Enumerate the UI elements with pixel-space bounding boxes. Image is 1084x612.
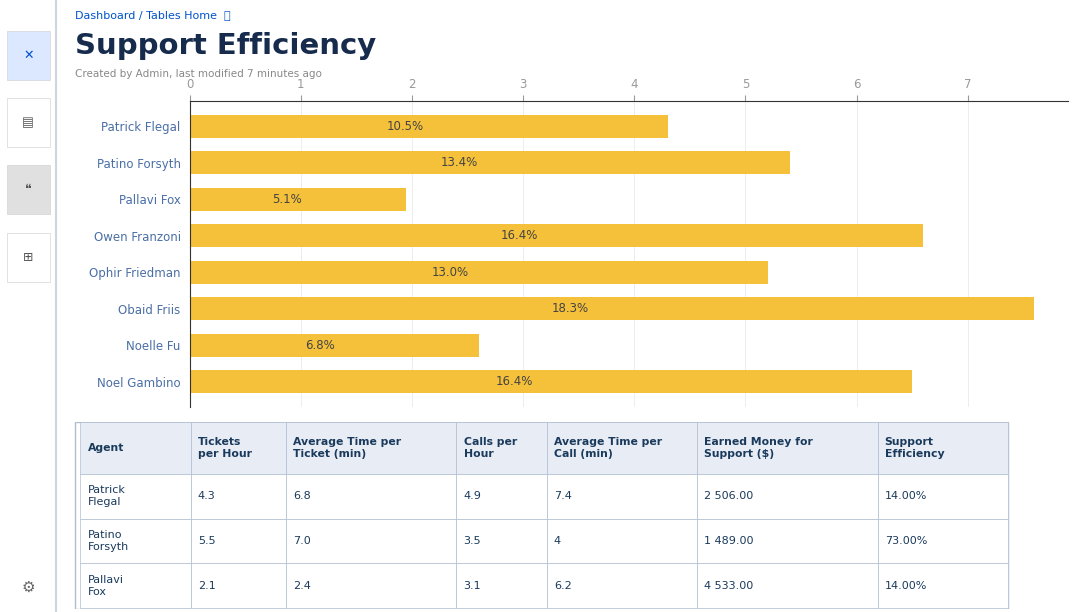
Text: 7.0: 7.0 xyxy=(293,536,311,546)
Text: Support
Efficiency: Support Efficiency xyxy=(885,437,944,459)
Bar xyxy=(546,422,697,474)
Bar xyxy=(191,474,286,518)
Bar xyxy=(878,564,1008,608)
Text: 16.4%: 16.4% xyxy=(501,230,539,242)
Text: 1 489.00: 1 489.00 xyxy=(705,536,753,546)
Bar xyxy=(546,518,697,564)
Bar xyxy=(190,188,406,211)
Text: Created by Admin, last modified 7 minutes ago: Created by Admin, last modified 7 minute… xyxy=(75,69,322,80)
Bar xyxy=(190,297,1034,320)
Text: Tickets
per Hour: Tickets per Hour xyxy=(197,437,251,459)
Text: 6.8%: 6.8% xyxy=(305,339,335,352)
Text: ⚙: ⚙ xyxy=(22,580,35,595)
Text: Support Efficiency: Support Efficiency xyxy=(75,32,376,59)
Text: ✕: ✕ xyxy=(23,48,34,62)
Bar xyxy=(697,564,878,608)
Bar xyxy=(878,422,1008,474)
Text: 13.4%: 13.4% xyxy=(441,156,478,169)
Text: 6.8: 6.8 xyxy=(293,491,311,501)
Text: 5.1%: 5.1% xyxy=(272,193,302,206)
Text: 4.3: 4.3 xyxy=(197,491,216,501)
Text: 3.1: 3.1 xyxy=(464,581,481,591)
Bar xyxy=(80,422,191,474)
Text: 7.4: 7.4 xyxy=(554,491,571,501)
Bar xyxy=(80,474,191,518)
Text: 2.4: 2.4 xyxy=(293,581,311,591)
Bar xyxy=(7,165,50,214)
Text: ▤: ▤ xyxy=(23,116,34,129)
Text: ❝: ❝ xyxy=(25,183,31,196)
Bar xyxy=(286,518,456,564)
Text: Calls per
Hour: Calls per Hour xyxy=(464,437,517,459)
Text: Pallavi
Fox: Pallavi Fox xyxy=(88,575,124,597)
Text: 4.9: 4.9 xyxy=(464,491,481,501)
Text: Patino
Forsyth: Patino Forsyth xyxy=(88,530,129,552)
Bar xyxy=(546,474,697,518)
Bar xyxy=(80,564,191,608)
Bar xyxy=(456,422,546,474)
Bar xyxy=(190,261,767,283)
Bar xyxy=(456,518,546,564)
Bar xyxy=(697,518,878,564)
Text: 14.00%: 14.00% xyxy=(885,491,927,501)
Text: 18.3%: 18.3% xyxy=(552,302,589,315)
Text: Patrick
Flegal: Patrick Flegal xyxy=(88,485,126,507)
Text: 14.00%: 14.00% xyxy=(885,581,927,591)
Text: 4 533.00: 4 533.00 xyxy=(705,581,753,591)
Bar xyxy=(80,518,191,564)
Text: 6.2: 6.2 xyxy=(554,581,571,591)
Text: Agent: Agent xyxy=(88,443,124,453)
Bar xyxy=(878,518,1008,564)
Bar xyxy=(190,334,479,357)
Text: Dashboard / Tables Home  🔓: Dashboard / Tables Home 🔓 xyxy=(75,10,231,20)
Bar xyxy=(878,474,1008,518)
Text: ⊞: ⊞ xyxy=(23,250,34,264)
Bar xyxy=(697,474,878,518)
Text: 2 506.00: 2 506.00 xyxy=(705,491,753,501)
Bar xyxy=(456,564,546,608)
Bar xyxy=(191,422,286,474)
Bar xyxy=(286,474,456,518)
Text: 4: 4 xyxy=(554,536,560,546)
Text: 3.5: 3.5 xyxy=(464,536,481,546)
Bar xyxy=(456,474,546,518)
Bar xyxy=(190,151,790,174)
Bar xyxy=(286,422,456,474)
Bar xyxy=(190,115,668,138)
Text: Earned Money for
Support ($): Earned Money for Support ($) xyxy=(705,437,813,459)
Bar xyxy=(7,98,50,147)
Bar xyxy=(697,422,878,474)
Text: Average Time per
Call (min): Average Time per Call (min) xyxy=(554,437,662,459)
Bar xyxy=(190,225,924,247)
Text: 5.5: 5.5 xyxy=(197,536,216,546)
Bar xyxy=(7,233,50,282)
Bar xyxy=(546,564,697,608)
Bar xyxy=(7,31,50,80)
Text: 2.1: 2.1 xyxy=(197,581,216,591)
Bar xyxy=(191,564,286,608)
Bar xyxy=(191,518,286,564)
Text: Average Time per
Ticket (min): Average Time per Ticket (min) xyxy=(293,437,401,459)
Text: 10.5%: 10.5% xyxy=(386,120,424,133)
Text: 73.00%: 73.00% xyxy=(885,536,927,546)
Bar xyxy=(286,564,456,608)
Text: 16.4%: 16.4% xyxy=(496,375,533,388)
Text: 13.0%: 13.0% xyxy=(431,266,468,278)
Bar xyxy=(190,370,912,393)
